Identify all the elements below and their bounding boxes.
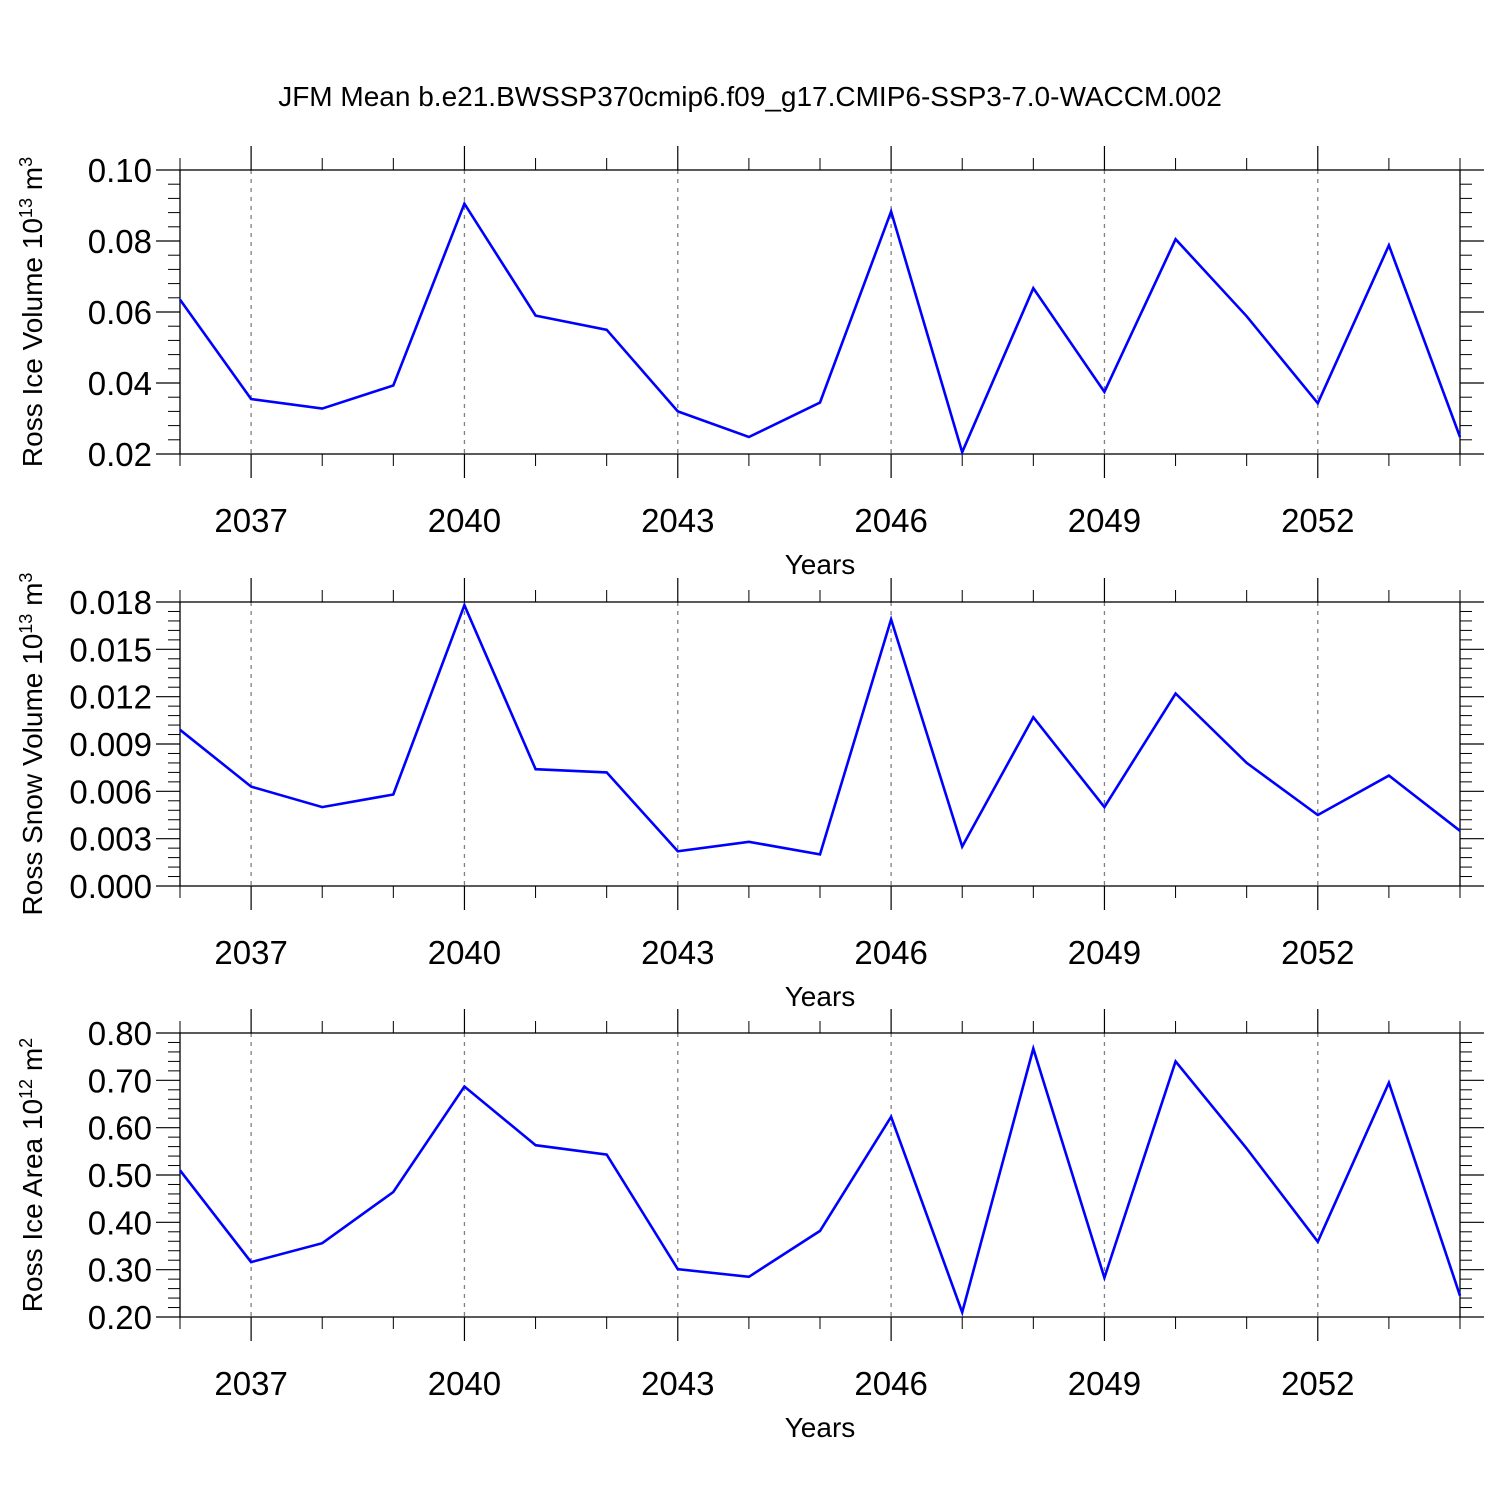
y-axis-label: Ross Ice Area 1012 m2	[16, 1038, 48, 1312]
y-tick-label: 0.006	[69, 773, 152, 810]
figure-title: JFM Mean b.e21.BWSSP370cmip6.f09_g17.CMI…	[278, 81, 1222, 112]
x-tick-label: 2037	[214, 1365, 287, 1402]
x-tick-label: 2037	[214, 934, 287, 971]
y-tick-label: 0.012	[69, 679, 152, 716]
y-tick-label: 0.018	[69, 584, 152, 621]
y-tick-label: 0.000	[69, 868, 152, 905]
y-tick-label: 0.003	[69, 821, 152, 858]
x-tick-label: 2040	[428, 934, 501, 971]
y-tick-label: 0.10	[88, 152, 152, 189]
panel-1: 2037 2040 2043 2046 2049 2052 0.02 0.04 0.06 0.08…	[16, 146, 1484, 580]
y-tick-label: 0.40	[88, 1204, 152, 1241]
x-tick-label: 2052	[1281, 934, 1354, 971]
y-tick-label: 0.60	[88, 1110, 152, 1147]
x-tick-label: 2046	[854, 934, 927, 971]
x-axis-label: Years	[785, 981, 856, 1012]
x-tick-label: 2037	[214, 502, 287, 539]
y-tick-label: 0.009	[69, 726, 152, 763]
y-tick-label: 0.50	[88, 1157, 152, 1194]
x-axis-label: Years	[785, 1412, 856, 1443]
y-tick-label: 0.06	[88, 294, 152, 331]
x-tick-label: 2052	[1281, 502, 1354, 539]
y-tick-label: 0.70	[88, 1062, 152, 1099]
plot-frame	[179, 601, 1461, 887]
panel-2: 2037 2040 2043 2046 2049 2052 0.000 0.003 0.006 0…	[16, 573, 1484, 1012]
panels: 2037 2040 2043 2046 2049 2052 0.02 0.04 0.06 0.08…	[16, 146, 1484, 1443]
y-axis-label: Ross Ice Volume 1013 m3	[16, 157, 48, 467]
series-line	[179, 601, 1461, 856]
plot-frame	[179, 169, 1461, 455]
y-tick-label: 0.20	[88, 1299, 152, 1336]
x-tick-label: 2049	[1068, 1365, 1141, 1402]
y-tick-label: 0.30	[88, 1252, 152, 1289]
x-tick-label: 2040	[428, 1365, 501, 1402]
x-axis-label: Years	[785, 549, 856, 580]
panel-3: 2037 2040 2043 2046 2049 2052 0.20 0.30 0.40 0.50…	[16, 1009, 1484, 1443]
series-line	[178, 200, 1462, 457]
x-tick-label: 2043	[641, 502, 714, 539]
x-tick-label: 2052	[1281, 1365, 1354, 1402]
y-tick-label: 0.80	[88, 1015, 152, 1052]
plot-frame	[179, 1032, 1461, 1318]
x-tick-label: 2049	[1068, 502, 1141, 539]
series-line	[178, 1043, 1462, 1317]
x-tick-label: 2043	[641, 934, 714, 971]
x-tick-label: 2040	[428, 502, 501, 539]
y-tick-label: 0.04	[88, 365, 152, 402]
x-tick-label: 2049	[1068, 934, 1141, 971]
x-tick-label: 2043	[641, 1365, 714, 1402]
x-tick-label: 2046	[854, 502, 927, 539]
x-tick-label: 2046	[854, 1365, 927, 1402]
y-tick-label: 0.08	[88, 223, 152, 260]
y-tick-label: 0.015	[69, 631, 152, 668]
y-tick-label: 0.02	[88, 436, 152, 473]
y-axis-label: Ross Snow Volume 1013 m3	[16, 573, 48, 916]
